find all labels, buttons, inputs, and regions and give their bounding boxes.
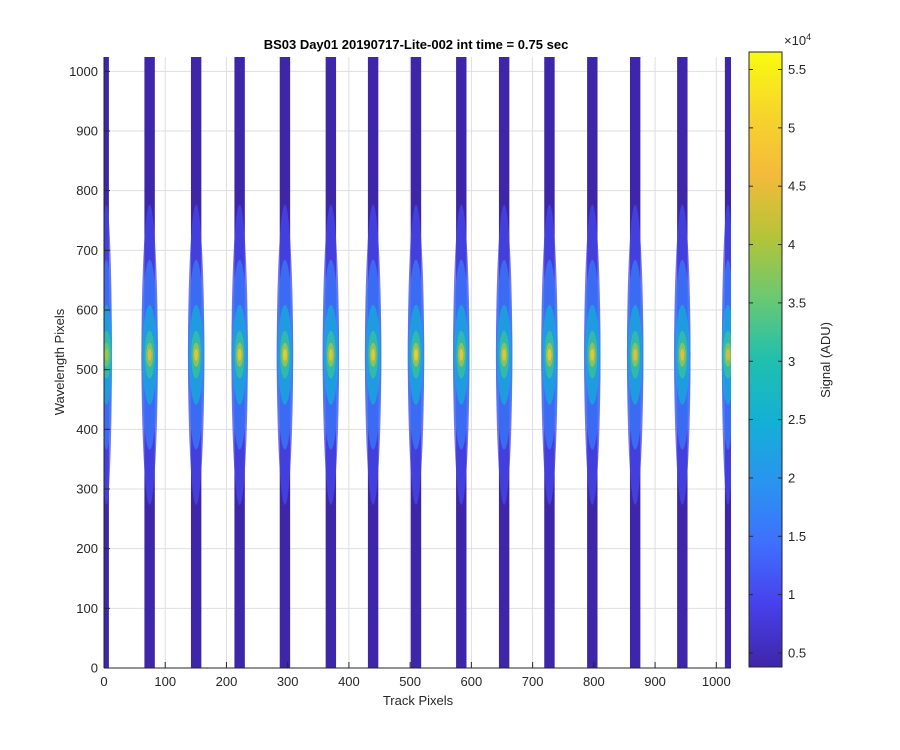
x-tick-label-0: 0	[100, 674, 107, 689]
track-7	[407, 57, 425, 668]
track-1	[141, 57, 158, 668]
track-6	[364, 57, 382, 668]
x-tick-label-10: 1000	[702, 674, 731, 689]
colorbar-ticks: 0.5 1 1.5 2 2.5 3 3.5 4 4.5 5 5.5	[749, 62, 806, 660]
track-10	[541, 57, 558, 668]
track-13	[674, 57, 691, 668]
x-tick-label-6: 600	[461, 674, 483, 689]
colorbar-tick-label-9: 5	[788, 120, 795, 135]
x-tick-label-2: 200	[216, 674, 238, 689]
y-axis-label: Wavelength Pixels	[52, 308, 67, 415]
colorbar-label: Signal (ADU)	[818, 322, 833, 398]
track-9	[495, 57, 513, 668]
track-5	[322, 57, 340, 668]
colorbar-exponent: ×104	[784, 32, 811, 48]
track-14	[721, 57, 731, 668]
track-4	[276, 57, 294, 668]
y-tick-label-5: 500	[76, 362, 98, 377]
colorbar	[748, 51, 783, 668]
track-12	[626, 57, 644, 668]
colorbar-tick-label-4: 2.5	[788, 412, 806, 427]
y-axis-ticks: 0 100 200 300 400 500 600 700 800 900 1000	[69, 64, 110, 676]
y-tick-label-10: 1000	[69, 64, 98, 79]
track-8	[453, 57, 470, 668]
y-tick-label-6: 600	[76, 302, 98, 317]
x-tick-label-1: 100	[154, 674, 176, 689]
x-tick-label-7: 700	[522, 674, 544, 689]
x-tick-label-3: 300	[277, 674, 299, 689]
chart-title: BS03 Day01 20190717-Lite-002 int time = …	[264, 37, 569, 52]
track-11	[584, 57, 601, 668]
colorbar-tick-label-3: 2	[788, 470, 795, 485]
track-3	[231, 57, 248, 668]
colorbar-tick-label-7: 4	[788, 237, 795, 252]
y-tick-label-9: 900	[76, 123, 98, 138]
colorbar-tick-label-0: 0.5	[788, 645, 806, 660]
x-axis-label: Track Pixels	[383, 693, 454, 708]
track-bands	[104, 57, 731, 668]
y-tick-label-7: 700	[76, 243, 98, 258]
y-tick-label-0: 0	[91, 661, 98, 676]
y-tick-label-4: 400	[76, 422, 98, 437]
y-tick-label-2: 200	[76, 541, 98, 556]
x-tick-label-8: 800	[583, 674, 605, 689]
colorbar-tick-label-1: 1	[788, 587, 795, 602]
colorbar-tick-label-5: 3	[788, 354, 795, 369]
y-tick-label-8: 800	[76, 183, 98, 198]
colorbar-tick-label-6: 3.5	[788, 295, 806, 310]
colorbar-tick-label-2: 1.5	[788, 529, 806, 544]
y-tick-label-1: 100	[76, 601, 98, 616]
colorbar-tick-label-8: 4.5	[788, 179, 806, 194]
track-2	[187, 57, 205, 668]
x-tick-label-5: 500	[399, 674, 421, 689]
colorbar-tick-label-10: 5.5	[788, 62, 806, 77]
x-axis-ticks: 0 100 200 300 400 500 600 700 800 900 1000	[100, 662, 731, 689]
y-tick-label-3: 300	[76, 481, 98, 496]
x-tick-label-4: 400	[338, 674, 360, 689]
x-tick-label-9: 900	[644, 674, 666, 689]
